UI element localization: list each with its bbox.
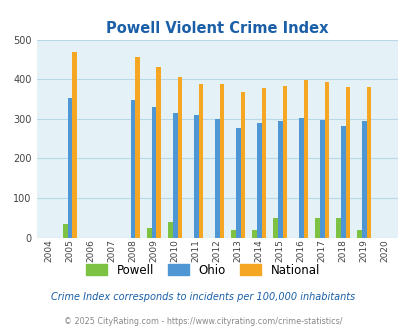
Bar [168, 222, 173, 238]
Legend: Powell, Ohio, National: Powell, Ohio, National [82, 260, 323, 280]
Bar [177, 77, 182, 238]
Bar [366, 87, 370, 238]
Bar [231, 230, 235, 238]
Bar [156, 67, 161, 238]
Bar [240, 92, 245, 238]
Bar [194, 115, 198, 238]
Bar [130, 100, 135, 238]
Bar [361, 121, 366, 238]
Bar [315, 218, 319, 238]
Bar [298, 118, 303, 238]
Bar [147, 228, 151, 238]
Title: Powell Violent Crime Index: Powell Violent Crime Index [106, 21, 328, 36]
Bar [252, 230, 256, 238]
Bar [219, 84, 224, 238]
Bar [335, 218, 340, 238]
Bar [261, 88, 266, 238]
Bar [63, 224, 68, 238]
Bar [214, 119, 219, 238]
Bar [324, 82, 328, 238]
Text: Crime Index corresponds to incidents per 100,000 inhabitants: Crime Index corresponds to incidents per… [51, 292, 354, 302]
Bar [319, 120, 324, 238]
Bar [340, 126, 345, 238]
Bar [273, 218, 277, 238]
Bar [198, 83, 202, 238]
Bar [151, 107, 156, 238]
Bar [356, 230, 361, 238]
Bar [173, 113, 177, 238]
Text: © 2025 CityRating.com - https://www.cityrating.com/crime-statistics/: © 2025 CityRating.com - https://www.city… [64, 317, 341, 326]
Bar [235, 127, 240, 238]
Bar [345, 87, 350, 238]
Bar [68, 98, 72, 238]
Bar [303, 80, 307, 238]
Bar [135, 57, 140, 238]
Bar [277, 121, 282, 238]
Bar [256, 123, 261, 238]
Bar [282, 85, 286, 238]
Bar [72, 52, 77, 238]
